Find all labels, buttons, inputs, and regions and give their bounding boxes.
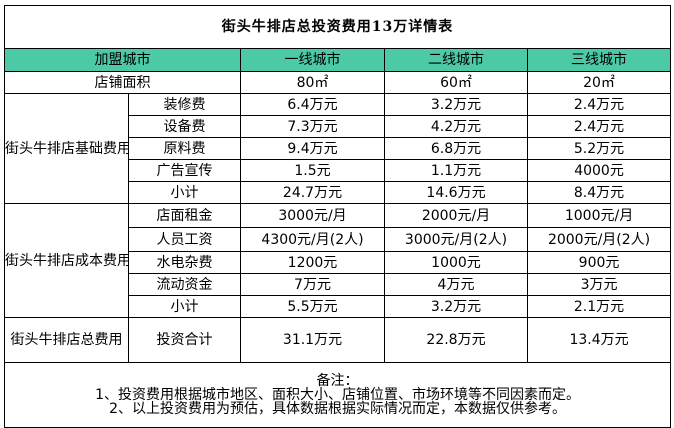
note-line-1: 1、投资费用根据城市地区、面积大小、店铺位置、市场环境等不同因素而定。 <box>95 387 580 403</box>
cell-tier3: 3万元 <box>526 273 672 296</box>
group-label-total: 街头牛排店总费用 <box>4 317 129 363</box>
subtotal-tier3: 2.1万元 <box>526 295 672 318</box>
cost-table: 街头牛排店总投资费用13万详情表 加盟城市 一线城市 二线城市 三线城市 店铺面… <box>3 5 672 428</box>
cell-tier3: 2000元/月(2人) <box>526 227 672 252</box>
cell-tier1: 7万元 <box>240 273 385 296</box>
store-area-tier1: 80㎡ <box>240 71 385 94</box>
row-label: 人员工资 <box>128 227 241 252</box>
subtotal-tier2: 14.6万元 <box>384 181 528 204</box>
store-area-tier2: 60㎡ <box>384 71 528 94</box>
cell-tier2: 1000元 <box>384 251 528 274</box>
subtotal-label: 小计 <box>128 295 241 318</box>
total-tier1: 31.1万元 <box>240 317 385 363</box>
store-area-label: 店铺面积 <box>4 71 241 94</box>
total-tier3: 13.4万元 <box>526 317 672 363</box>
notes-heading: 备注： <box>316 373 359 389</box>
row-label: 原料费 <box>128 137 241 160</box>
subtotal-tier2: 3.2万元 <box>384 295 528 318</box>
subtotal-tier1: 24.7万元 <box>240 181 385 204</box>
cell-tier2: 3.2万元 <box>384 93 528 116</box>
header-city-label: 加盟城市 <box>4 48 241 72</box>
cell-tier2: 2000元/月 <box>384 203 528 228</box>
row-label: 设备费 <box>128 115 241 138</box>
total-label: 投资合计 <box>128 317 241 363</box>
header-tier2: 二线城市 <box>384 48 528 72</box>
cell-tier1: 3000元/月 <box>240 203 385 228</box>
cell-tier1: 9.4万元 <box>240 137 385 160</box>
cell-tier2: 1.1万元 <box>384 159 528 182</box>
group-label-operating: 街头牛排店成本费用 <box>4 203 129 318</box>
cell-tier3: 2.4万元 <box>526 115 672 138</box>
cell-tier1: 6.4万元 <box>240 93 385 116</box>
cell-tier1: 7.3万元 <box>240 115 385 138</box>
row-label: 广告宣传 <box>128 159 241 182</box>
cell-tier1: 1.5元 <box>240 159 385 182</box>
cell-tier3: 1000元/月 <box>526 203 672 228</box>
row-label: 水电杂费 <box>128 251 241 274</box>
cell-tier3: 5.2万元 <box>526 137 672 160</box>
note-line-2: 2、以上投资费用为预估，具体数据根据实际情况而定，本数据仅供参考。 <box>109 401 566 417</box>
cell-tier2: 3000元/月(2人) <box>384 227 528 252</box>
subtotal-tier3: 8.4万元 <box>526 181 672 204</box>
row-label: 流动资金 <box>128 273 241 296</box>
cell-tier2: 4.2万元 <box>384 115 528 138</box>
subtotal-tier1: 5.5万元 <box>240 295 385 318</box>
group-label-basic: 街头牛排店基础费用 <box>4 93 129 204</box>
notes-cell: 备注： 1、投资费用根据城市地区、面积大小、店铺位置、市场环境等不同因素而定。 … <box>3 362 672 428</box>
header-tier3: 三线城市 <box>526 48 672 72</box>
cell-tier3: 900元 <box>526 251 672 274</box>
store-area-tier3: 20㎡ <box>526 71 672 94</box>
header-tier1: 一线城市 <box>240 48 385 72</box>
cell-tier1: 1200元 <box>240 251 385 274</box>
table-title: 街头牛排店总投资费用13万详情表 <box>3 5 672 49</box>
row-label: 装修费 <box>128 93 241 116</box>
cell-tier3: 4000元 <box>526 159 672 182</box>
cell-tier1: 4300元/月(2人) <box>240 227 385 252</box>
subtotal-label: 小计 <box>128 181 241 204</box>
row-label: 店面租金 <box>128 203 241 228</box>
cell-tier2: 6.8万元 <box>384 137 528 160</box>
cell-tier2: 4万元 <box>384 273 528 296</box>
cell-tier3: 2.4万元 <box>526 93 672 116</box>
total-tier2: 22.8万元 <box>384 317 528 363</box>
